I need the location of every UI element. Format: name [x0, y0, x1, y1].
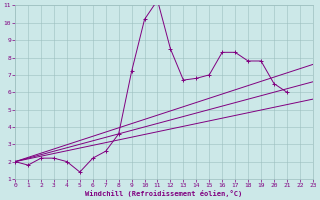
X-axis label: Windchill (Refroidissement éolien,°C): Windchill (Refroidissement éolien,°C) — [85, 190, 243, 197]
